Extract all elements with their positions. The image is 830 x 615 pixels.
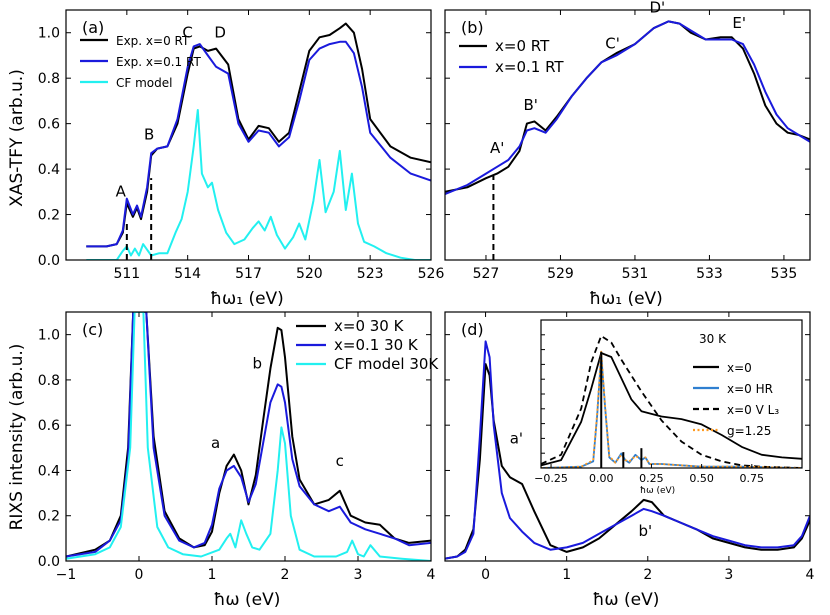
series-line-x-0-1-30-k	[66, 312, 431, 558]
peak-label-bp: b'	[639, 522, 653, 540]
y-tick-label: 0.2	[38, 208, 60, 224]
x-tick-label: 0.25	[639, 472, 664, 485]
x-tick-label: 2	[281, 567, 290, 583]
xlabel-c: ħω (eV)	[214, 590, 281, 610]
x-tick-label: 3	[354, 567, 363, 583]
peak-label-a: a	[211, 434, 220, 452]
series-line-cf-model	[86, 109, 431, 260]
inset-xlabel: ħω (eV)	[640, 486, 675, 496]
legend-label: Exp. x=0.1 RT	[116, 55, 201, 69]
peak-label-cp: C'	[605, 35, 620, 53]
x-tick-label: 529	[547, 266, 574, 282]
legend-label: CF model	[116, 76, 172, 90]
y-tick-label: 0.6	[38, 117, 60, 133]
axes-frame	[444, 9, 811, 261]
x-tick-label: 526	[418, 266, 445, 282]
y-tick-label: 0.0	[38, 253, 60, 269]
panel-label: (b)	[461, 18, 484, 37]
series-line-g-1-25	[541, 350, 802, 468]
x-tick-label: 0.50	[689, 472, 714, 485]
peak-label-b: B	[144, 126, 154, 144]
x-tick-label: 511	[113, 266, 140, 282]
series-line-x-0-v-l-	[541, 334, 802, 468]
x-tick-label: 531	[622, 266, 649, 282]
xlabel-b: ħω₁ (eV)	[589, 289, 663, 309]
y-tick-label: 0.2	[38, 509, 60, 525]
peak-label-ap: A'	[490, 139, 504, 157]
panel-d: 0 1 2 3 4 (d) a' b'	[444, 311, 815, 583]
peak-label-dp: D'	[649, 0, 665, 16]
series-line-x-0	[445, 363, 810, 560]
x-tick-label: 527	[473, 266, 500, 282]
peak-label-b: b	[252, 355, 262, 373]
legend-label: x=0 V L₃	[727, 403, 779, 417]
peak-label-bp: B'	[523, 96, 537, 114]
xlabel-d: ħω (eV)	[593, 590, 660, 610]
legend-label: x=0 RT	[495, 37, 550, 55]
x-tick-label: 3	[724, 567, 733, 583]
x-tick-label: 520	[296, 266, 323, 282]
x-tick-label: 0.75	[740, 472, 765, 485]
peak-label-ep: E'	[732, 14, 746, 32]
x-tick-label: 514	[174, 266, 201, 282]
x-tick-label: 2	[643, 567, 652, 583]
rixs-ylabel: RIXS intensity (arb.u.)	[7, 344, 27, 531]
inset-background	[541, 320, 802, 468]
x-tick-label: 533	[696, 266, 723, 282]
series-line-x-0-1	[445, 340, 810, 560]
x-tick-label: −1	[56, 567, 77, 583]
x-tick-label: 523	[357, 266, 384, 282]
x-tick-label: 0.00	[589, 472, 614, 485]
panel-b: 527 529 531 533 535 (b) A' B' C' D' E' x=0 RT x=0.1 …	[444, 0, 811, 282]
y-tick-label: 1.0	[38, 328, 60, 344]
y-tick-label: 0.8	[38, 373, 60, 389]
x-tick-label: 4	[427, 567, 436, 583]
peak-label-d: D	[214, 23, 226, 41]
legend-label: x=0	[727, 361, 752, 375]
inset-title: 30 K	[699, 332, 727, 346]
legend-label: CF model 30K	[334, 355, 439, 373]
legend-label: g=1.25	[727, 424, 771, 438]
y-tick-label: 0.6	[38, 418, 60, 434]
legend-label: Exp. x=0 RT	[116, 34, 190, 48]
y-tick-label: 0.4	[38, 162, 60, 178]
series-line-x-0-1-rt	[445, 20, 810, 196]
peak-label-ap: a'	[510, 429, 523, 447]
panel-d-inset: −0.25 0.00 0.25 0.50 0.75 30 K ħω (eV) x=0 x=0 H…	[534, 319, 803, 496]
y-tick-label: 1.0	[38, 26, 60, 42]
xas-ylabel: XAS-TFY (arb.u.)	[7, 69, 27, 207]
series-line-exp-x-0-1-rt	[86, 40, 431, 248]
x-tick-label: −0.25	[534, 472, 568, 485]
x-tick-label: 0	[135, 567, 144, 583]
x-tick-label: 0	[481, 567, 490, 583]
peak-label-c: C	[182, 23, 192, 41]
x-tick-label: 4	[806, 567, 815, 583]
peak-label-c: c	[336, 452, 344, 470]
panel-label: (a)	[82, 18, 104, 37]
series-line-cf-model-30k	[66, 312, 431, 561]
xlabel-a: ħω₁ (eV)	[210, 289, 284, 309]
peak-label-a: A	[116, 182, 127, 200]
legend-label: x=0.1 30 K	[334, 336, 419, 354]
legend-label: x=0 30 K	[334, 317, 405, 335]
series-line-x-0-30-k	[66, 312, 431, 558]
x-tick-label: 535	[771, 266, 798, 282]
x-tick-label: 1	[208, 567, 217, 583]
panel-c: −1 0 1 2 3 4 0.0 0.2 0.4 0.6 0.8 1.0 (c) a b c x=0 30 Kx…	[38, 311, 439, 583]
legend-label: x=0.1 RT	[495, 58, 564, 76]
axes-frame	[65, 311, 432, 562]
series-line-x-0	[541, 352, 802, 467]
axes-frame	[444, 311, 811, 562]
panel-label: (c)	[82, 320, 103, 339]
y-tick-label: 0.8	[38, 71, 60, 87]
legend-label: x=0 HR	[727, 382, 773, 396]
y-tick-label: 0.4	[38, 463, 60, 479]
panel-label: (d)	[461, 320, 484, 339]
y-tick-label: 0.0	[38, 554, 60, 570]
x-tick-label: 1	[562, 567, 571, 583]
x-tick-label: 517	[235, 266, 262, 282]
panel-a: 511 514 517 520 523 526 0.0 0.2 0.4 0.6 0.8 1.0 (a) A…	[38, 9, 445, 282]
